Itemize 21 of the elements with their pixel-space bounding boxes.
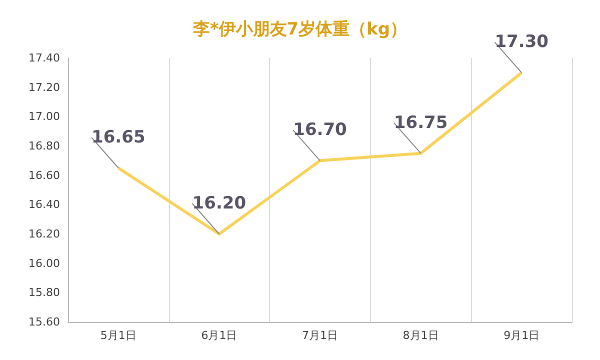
data-label: 16.70 — [293, 120, 348, 140]
x-tick-label: 9月1日 — [504, 329, 540, 342]
y-tick-label: 16.00 — [28, 256, 60, 270]
x-tick-label: 5月1日 — [100, 329, 136, 342]
data-label: 16.20 — [192, 194, 246, 214]
data-label: 16.65 — [92, 128, 146, 148]
y-tick-label: 17.20 — [28, 80, 60, 94]
y-tick-label: 16.80 — [28, 140, 60, 152]
y-tick-label: 15.80 — [28, 286, 60, 300]
y-tick-label: 15.60 — [28, 316, 60, 328]
y-tick-label: 16.40 — [28, 198, 60, 212]
data-label: 16.75 — [394, 112, 448, 133]
y-tick-label: 17.00 — [28, 110, 60, 124]
y-tick-label: 16.60 — [28, 168, 60, 182]
x-tick-label: 8月1日 — [402, 329, 439, 342]
chart-title: 李*伊小朋友7岁体重（kg） — [192, 20, 408, 40]
x-tick-label: 6月1日 — [201, 329, 238, 342]
y-tick-label: 16.20 — [28, 228, 60, 240]
y-tick-label: 17.40 — [28, 52, 60, 64]
data-label: 17.30 — [494, 32, 549, 52]
x-tick-label: 7月1日 — [302, 329, 338, 342]
